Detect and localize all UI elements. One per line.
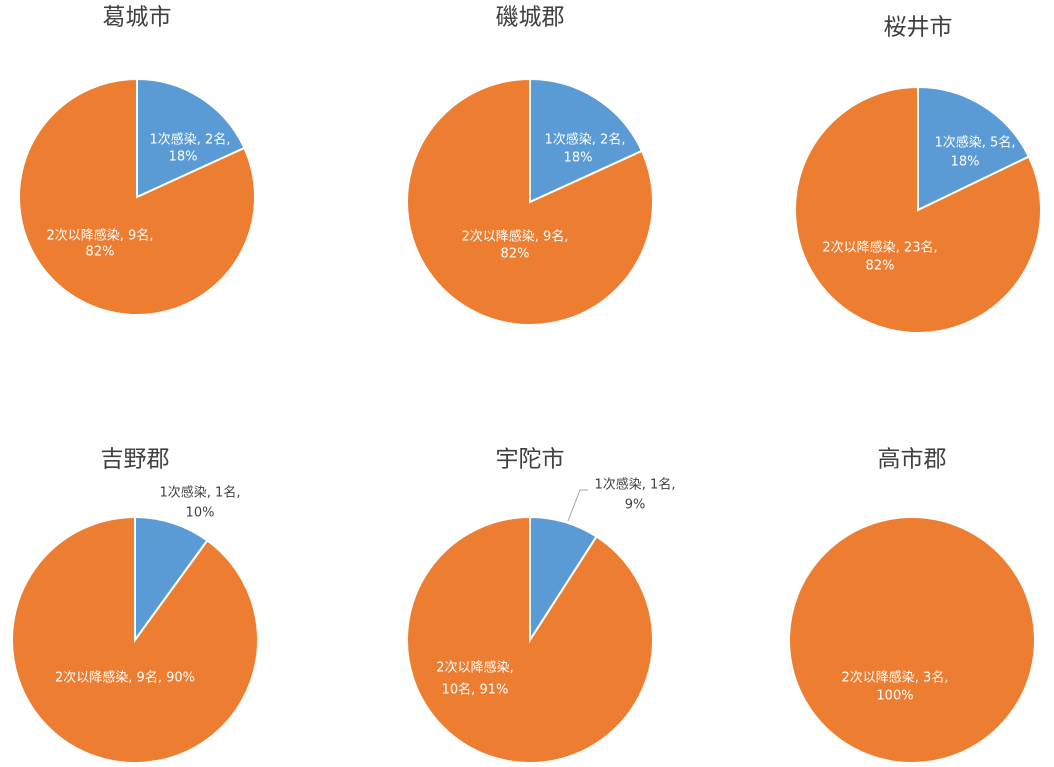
chart-title: 吉野郡 [101, 447, 170, 473]
data-label: 2次以降感染, 9名, 90% [55, 670, 195, 686]
pie-slice [18, 77, 256, 316]
data-label: 100% [876, 689, 913, 704]
chart-title: 磯城郡 [496, 5, 565, 31]
data-label: 2次以降感染, [436, 660, 513, 676]
pie-slice [529, 77, 644, 204]
chart-title: 高市郡 [878, 447, 947, 473]
data-label: 1次感染, 1名, [595, 477, 676, 493]
chart-title: 葛城市 [103, 5, 172, 31]
data-label: 2次以降感染, 9名, [462, 229, 569, 245]
pie-slice [11, 515, 259, 764]
data-label: 82% [866, 259, 895, 274]
chart-title: 桜井市 [884, 15, 953, 41]
data-label: 1次感染, 5名, [935, 135, 1016, 151]
data-label: 18% [169, 150, 198, 165]
pie-slice [406, 515, 654, 764]
data-label: 1次感染, 2名, [150, 132, 231, 148]
data-label: 2次以降感染, 23名, [822, 240, 937, 256]
pie-slice [917, 85, 1031, 212]
data-label: 82% [501, 247, 530, 262]
data-label: 1次感染, 1名, [160, 485, 241, 501]
data-label: 10名, 91% [442, 682, 509, 698]
data-label: 2次以降感染, 3名, [842, 670, 949, 686]
data-label: 1次感染, 2名, [545, 132, 626, 148]
pie-slice [136, 77, 246, 199]
data-label: 2次以降感染, 9名, [47, 228, 154, 244]
pie-slice [134, 515, 209, 644]
data-label: 18% [951, 155, 980, 170]
leader-line [567, 489, 588, 522]
data-label: 10% [186, 506, 215, 521]
pie-slice [794, 85, 1043, 334]
pie-slice [406, 77, 654, 326]
data-label: 82% [86, 245, 115, 260]
data-label: 18% [564, 151, 593, 166]
chart-title: 宇陀市 [496, 447, 565, 473]
data-label: 9% [625, 498, 646, 513]
pie-slice [788, 516, 1036, 764]
